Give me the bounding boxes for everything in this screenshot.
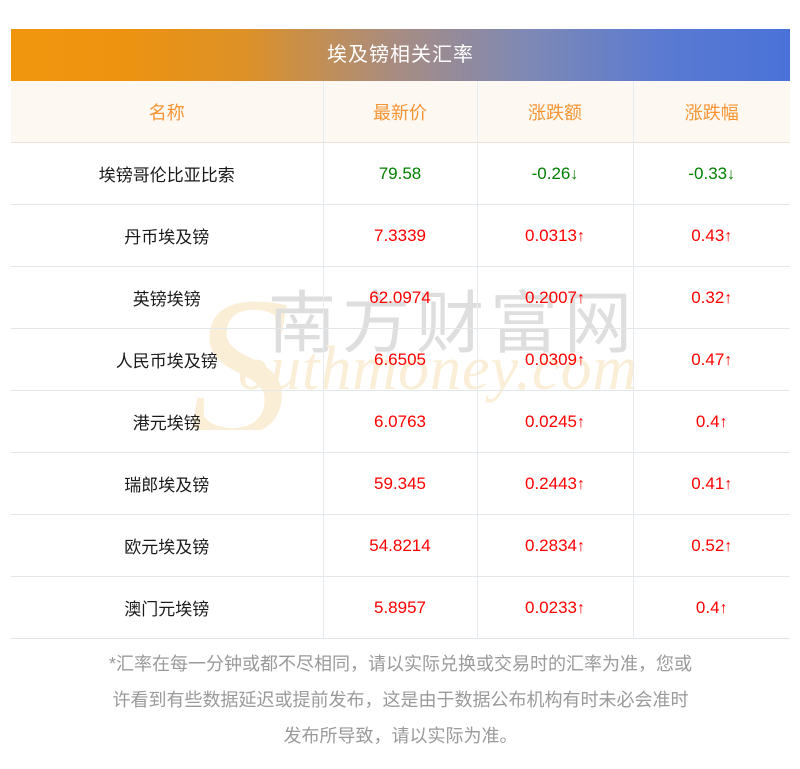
cell-change-amount: 0.2834↑ <box>477 514 634 577</box>
cell-latest-price: 6.0763 <box>323 390 478 453</box>
cell-change-percent: 0.43↑ <box>633 204 790 267</box>
table-body: 埃镑哥伦比亚比索 79.58 -0.26↓ -0.33↓ 丹币埃及镑 7.333… <box>11 142 790 639</box>
percent-value: 0.47 <box>691 349 725 369</box>
percent-value: 0.43 <box>691 225 725 245</box>
percent-value: 0.4 <box>695 597 720 617</box>
percent-arrow-icon: ↑ <box>724 537 733 555</box>
cell-currency-name: 人民币埃及镑 <box>11 328 324 391</box>
change-arrow-icon: ↑ <box>577 475 585 493</box>
column-header-change[interactable]: 涨跌额 <box>477 81 634 143</box>
change-value: 0.0313 <box>525 225 577 245</box>
cell-currency-name: 欧元埃及镑 <box>11 514 324 577</box>
price-value: 79.58 <box>378 163 422 183</box>
change-value: 0.0233 <box>525 597 577 617</box>
cell-latest-price: 79.58 <box>323 142 478 205</box>
cell-change-percent: 0.41↑ <box>633 452 790 515</box>
page-title-bar: 埃及镑相关汇率 <box>11 29 790 81</box>
price-value: 6.0763 <box>374 411 426 431</box>
cell-change-amount: 0.2007↑ <box>477 266 634 329</box>
table-row[interactable]: 欧元埃及镑 54.8214 0.2834↑ 0.52↑ <box>11 514 790 577</box>
cell-latest-price: 7.3339 <box>323 204 478 267</box>
cell-currency-name: 丹币埃及镑 <box>11 204 324 267</box>
percent-value: 0.52 <box>691 535 725 555</box>
disclaimer-line-2: 许看到有些数据延迟或提前发布，这是由于数据公布机构有时未必会准时 <box>112 690 689 710</box>
percent-arrow-icon: ↑ <box>719 599 728 617</box>
price-value: 7.3339 <box>374 225 426 245</box>
percent-arrow-icon: ↑ <box>724 289 733 307</box>
price-value: 62.0974 <box>369 287 431 307</box>
change-value: -0.26 <box>531 163 571 183</box>
percent-arrow-icon: ↑ <box>719 413 728 431</box>
change-value: 0.0309 <box>525 349 577 369</box>
cell-change-percent: 0.4↑ <box>633 390 790 453</box>
cell-change-amount: 0.0233↑ <box>477 576 634 639</box>
table-row[interactable]: 英镑埃镑 62.0974 0.2007↑ 0.32↑ <box>11 266 790 329</box>
cell-change-percent: 0.47↑ <box>633 328 790 391</box>
cell-currency-name: 澳门元埃镑 <box>11 576 324 639</box>
cell-currency-name: 瑞郎埃及镑 <box>11 452 324 515</box>
cell-currency-name: 埃镑哥伦比亚比索 <box>11 142 324 205</box>
cell-change-percent: -0.33↓ <box>633 142 790 205</box>
cell-change-percent: 0.52↑ <box>633 514 790 577</box>
change-arrow-icon: ↑ <box>577 289 585 307</box>
cell-change-percent: 0.4↑ <box>633 576 790 639</box>
cell-change-amount: -0.26↓ <box>477 142 634 205</box>
table-header-row: 名称 最新价 涨跌额 涨跌幅 <box>11 81 790 143</box>
table-row[interactable]: 人民币埃及镑 6.6505 0.0309↑ 0.47↑ <box>11 328 790 391</box>
cell-change-percent: 0.32↑ <box>633 266 790 329</box>
page-title: 埃及镑相关汇率 <box>327 44 474 66</box>
cell-latest-price: 5.8957 <box>323 576 478 639</box>
table-row[interactable]: 丹币埃及镑 7.3339 0.0313↑ 0.43↑ <box>11 204 790 267</box>
percent-value: 0.32 <box>691 287 725 307</box>
change-value: 0.2834 <box>525 535 577 555</box>
table-row[interactable]: 瑞郎埃及镑 59.345 0.2443↑ 0.41↑ <box>11 452 790 515</box>
price-value: 5.8957 <box>374 597 426 617</box>
exchange-rate-table: 名称 最新价 涨跌额 涨跌幅 埃镑哥伦比亚比索 79.58 -0.26↓ -0.… <box>11 81 790 639</box>
cell-change-amount: 0.0245↑ <box>477 390 634 453</box>
cell-latest-price: 62.0974 <box>323 266 478 329</box>
cell-latest-price: 59.345 <box>323 452 478 515</box>
table-row[interactable]: 澳门元埃镑 5.8957 0.0233↑ 0.4↑ <box>11 576 790 639</box>
disclaimer-note: *汇率在每一分钟或都不尽相同，请以实际兑换或交易时的汇率为准，您或 许看到有些数… <box>11 646 790 754</box>
change-value: 0.2443 <box>525 473 577 493</box>
cell-latest-price: 6.6505 <box>323 328 478 391</box>
change-arrow-icon: ↓ <box>570 165 579 183</box>
change-arrow-icon: ↑ <box>577 227 585 245</box>
percent-value: -0.33 <box>688 163 728 183</box>
percent-value: 0.4 <box>695 411 720 431</box>
disclaimer-line-1: *汇率在每一分钟或都不尽相同，请以实际兑换或交易时的汇率为准，您或 <box>108 654 692 674</box>
cell-change-amount: 0.2443↑ <box>477 452 634 515</box>
column-header-name[interactable]: 名称 <box>11 81 324 143</box>
change-arrow-icon: ↑ <box>577 413 585 431</box>
cell-change-amount: 0.0309↑ <box>477 328 634 391</box>
table-row[interactable]: 埃镑哥伦比亚比索 79.58 -0.26↓ -0.33↓ <box>11 142 790 205</box>
disclaimer-line-3: 发布所导致，请以实际为准。 <box>283 726 518 746</box>
cell-currency-name: 英镑埃镑 <box>11 266 324 329</box>
percent-arrow-icon: ↑ <box>724 351 733 369</box>
table-header: 名称 最新价 涨跌额 涨跌幅 <box>11 81 790 143</box>
percent-arrow-icon: ↓ <box>727 165 736 183</box>
cell-change-amount: 0.0313↑ <box>477 204 634 267</box>
change-value: 0.2007 <box>525 287 577 307</box>
change-value: 0.0245 <box>525 411 577 431</box>
percent-arrow-icon: ↑ <box>724 475 733 493</box>
cell-currency-name: 港元埃镑 <box>11 390 324 453</box>
percent-arrow-icon: ↑ <box>724 227 733 245</box>
column-header-price[interactable]: 最新价 <box>323 81 478 143</box>
change-arrow-icon: ↑ <box>577 537 585 555</box>
percent-value: 0.41 <box>691 473 725 493</box>
price-value: 6.6505 <box>374 349 426 369</box>
change-arrow-icon: ↑ <box>577 351 585 369</box>
cell-latest-price: 54.8214 <box>323 514 478 577</box>
change-arrow-icon: ↑ <box>577 599 585 617</box>
table-row[interactable]: 港元埃镑 6.0763 0.0245↑ 0.4↑ <box>11 390 790 453</box>
column-header-percent[interactable]: 涨跌幅 <box>633 81 790 143</box>
price-value: 59.345 <box>374 473 426 493</box>
price-value: 54.8214 <box>369 535 431 555</box>
